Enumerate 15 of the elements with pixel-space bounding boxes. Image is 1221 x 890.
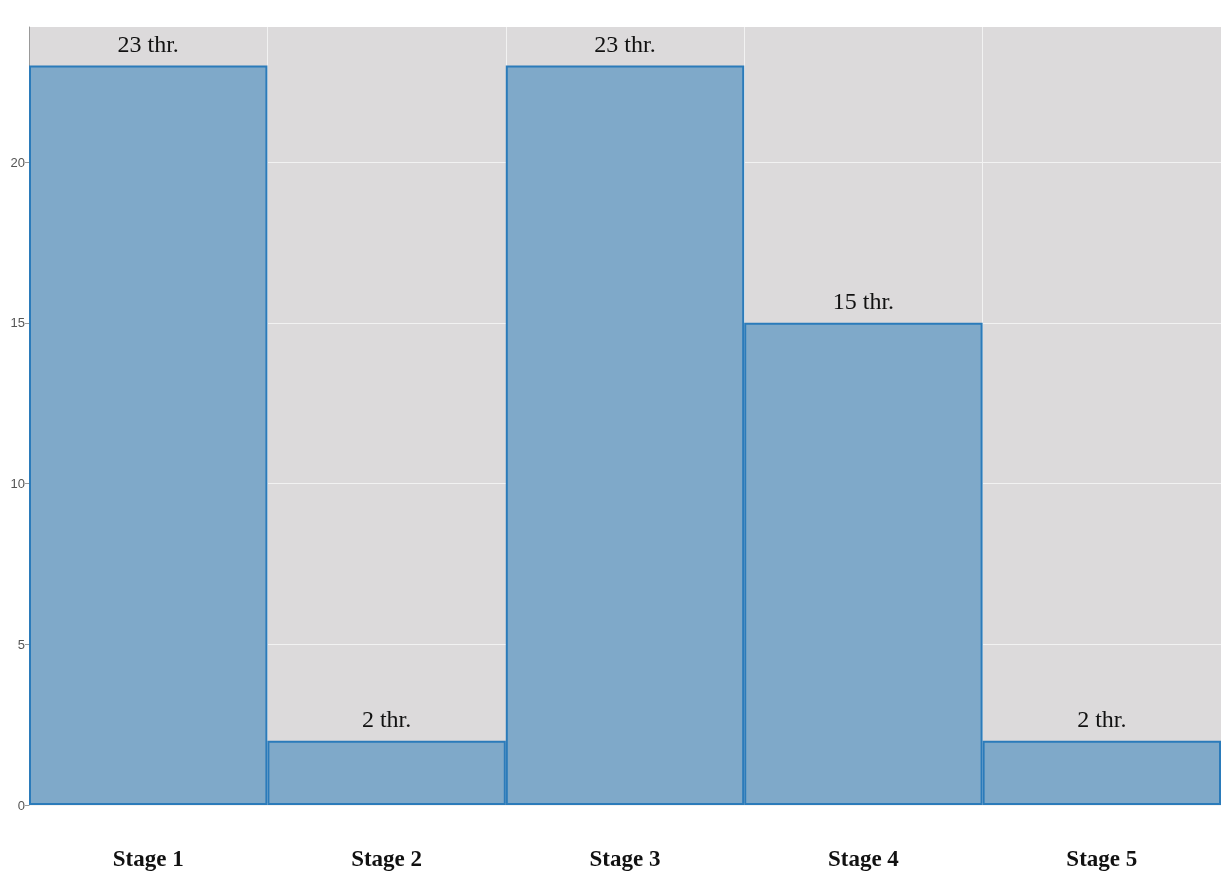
y-tick-label: 20 — [10, 154, 25, 170]
data-label: 23 thr. — [594, 30, 656, 57]
data-label: 2 thr. — [1077, 705, 1127, 732]
x-tick-label: Stage 1 — [112, 846, 184, 871]
x-tick-label: Stage 4 — [827, 846, 900, 871]
data-label: 15 thr. — [832, 287, 895, 314]
y-tick-label: 5 — [17, 636, 25, 652]
y-tick-label: 0 — [17, 797, 25, 813]
x-tick-label: Stage 2 — [351, 846, 423, 871]
x-tick-label: Stage 3 — [589, 846, 661, 871]
y-tick-label: 10 — [10, 476, 25, 492]
data-label: 23 thr. — [117, 30, 179, 57]
data-label: 2 thr. — [361, 705, 412, 732]
x-tick-label: Stage 5 — [1066, 846, 1138, 871]
y-tick-label: 15 — [10, 315, 25, 331]
